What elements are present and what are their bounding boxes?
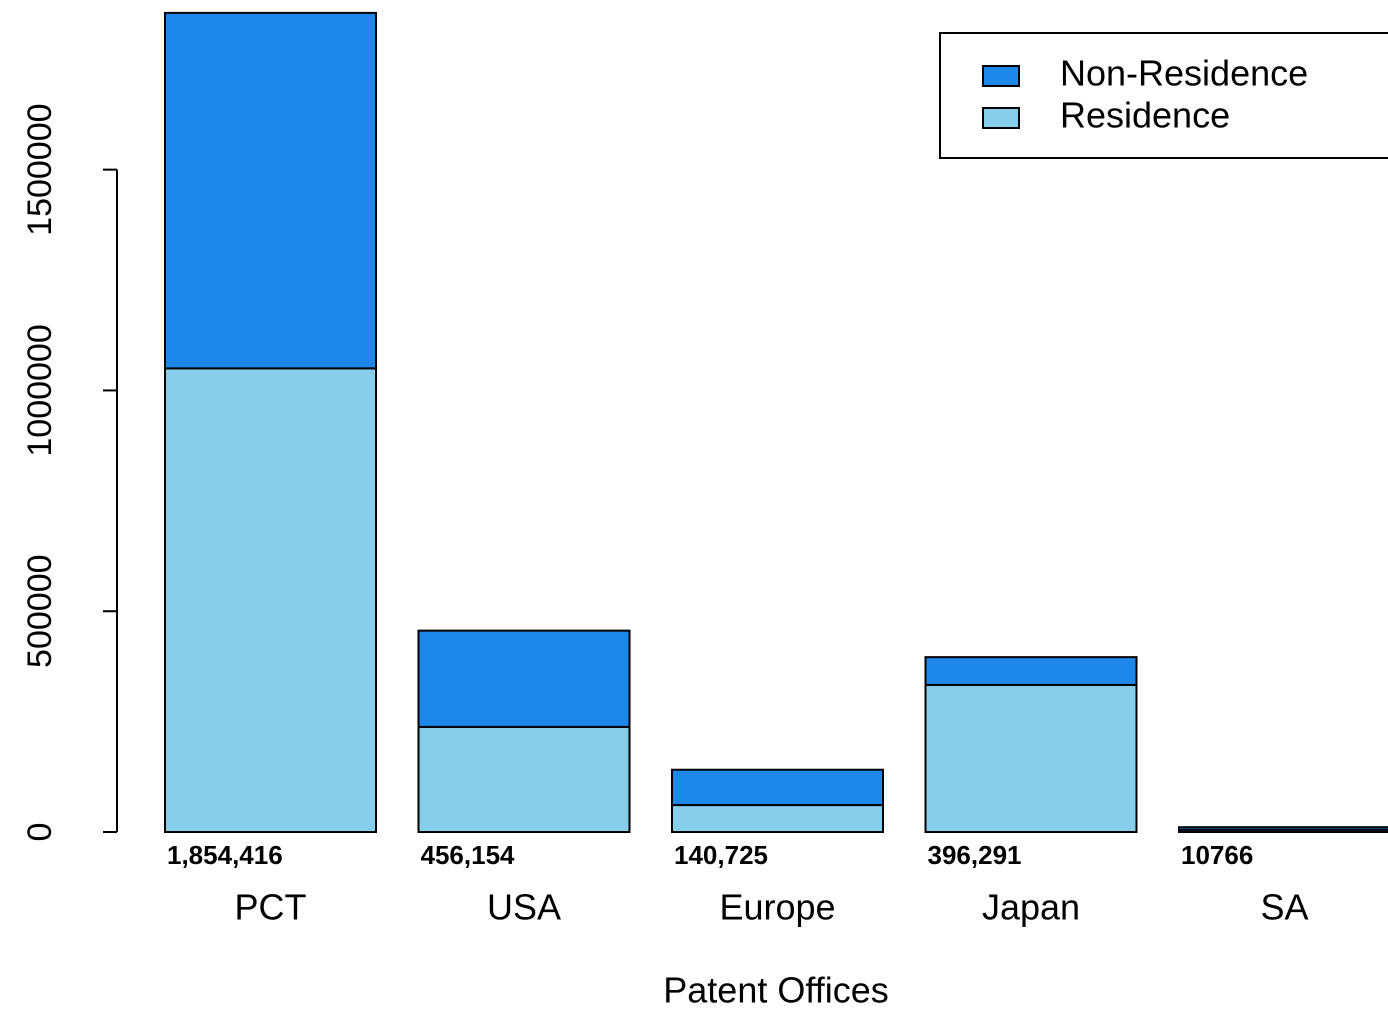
y-tick-label: 1000000	[21, 324, 59, 456]
bar-segment	[671, 768, 884, 807]
bar-segment	[671, 804, 884, 834]
x-axis-label: Patent Offices	[663, 970, 888, 1011]
x-tick-label: PCT	[235, 887, 307, 928]
total-label: 396,291	[928, 840, 1022, 870]
bar-segment	[417, 725, 631, 833]
bar-segment	[164, 11, 377, 370]
bar-segment	[924, 656, 1138, 686]
legend-box	[939, 32, 1388, 159]
bar-segment	[417, 629, 631, 728]
y-tick-label: 1500000	[21, 103, 59, 235]
x-tick-label: Europe	[719, 887, 835, 928]
total-label: 1,854,416	[167, 840, 283, 870]
bar-segment	[924, 683, 1138, 833]
x-tick-label: Japan	[982, 887, 1080, 928]
total-label: 456,154	[421, 840, 516, 870]
total-label: 10766	[1181, 840, 1253, 870]
y-tick-label: 0	[21, 823, 59, 842]
x-tick-label: SA	[1260, 887, 1308, 928]
y-tick-label: 500000	[21, 554, 59, 667]
legend-label: Residence	[1060, 95, 1230, 136]
total-label: 140,725	[674, 840, 768, 870]
x-tick-label: USA	[487, 887, 561, 928]
bar-segment	[164, 367, 377, 833]
legend-label: Non-Residence	[1060, 53, 1308, 94]
legend-swatch	[982, 107, 1020, 129]
bar-segment	[1178, 826, 1388, 831]
legend-swatch	[982, 65, 1020, 87]
